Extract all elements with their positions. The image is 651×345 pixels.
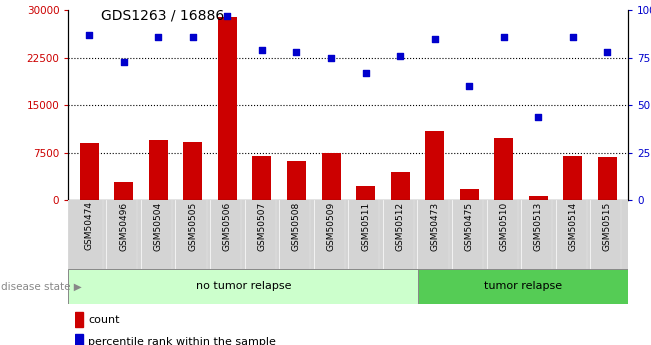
Text: GSM50514: GSM50514: [568, 201, 577, 250]
Text: GSM50475: GSM50475: [465, 201, 474, 250]
Point: [568, 34, 578, 40]
Point: [187, 34, 198, 40]
Bar: [460, 189, 478, 200]
Text: GSM50496: GSM50496: [119, 201, 128, 250]
Point: [430, 36, 440, 42]
Text: GSM50511: GSM50511: [361, 201, 370, 251]
Point: [395, 53, 406, 59]
Bar: [184, 142, 202, 200]
Text: count: count: [89, 315, 120, 325]
Point: [326, 55, 336, 61]
Bar: [148, 140, 168, 200]
Point: [361, 70, 371, 76]
Text: GSM50506: GSM50506: [223, 201, 232, 251]
Point: [291, 49, 301, 55]
Text: GSM50509: GSM50509: [327, 201, 335, 251]
Text: GSM50513: GSM50513: [534, 201, 543, 251]
Text: GSM50510: GSM50510: [499, 201, 508, 251]
Point: [533, 114, 544, 119]
Text: no tumor relapse: no tumor relapse: [195, 282, 291, 291]
Text: GSM50512: GSM50512: [396, 201, 405, 250]
Point: [84, 32, 94, 38]
Text: GDS1263 / 16886: GDS1263 / 16886: [101, 9, 224, 23]
Point: [256, 47, 267, 53]
Text: GSM50507: GSM50507: [257, 201, 266, 251]
Text: GSM50515: GSM50515: [603, 201, 612, 251]
Point: [222, 13, 232, 19]
Bar: [75, 312, 83, 327]
Text: disease state ▶: disease state ▶: [1, 282, 81, 291]
Text: GSM50505: GSM50505: [188, 201, 197, 251]
Point: [153, 34, 163, 40]
Point: [602, 49, 613, 55]
Text: percentile rank within the sample: percentile rank within the sample: [89, 337, 276, 345]
Point: [118, 59, 129, 64]
Text: GSM50508: GSM50508: [292, 201, 301, 251]
Bar: [68, 269, 419, 304]
Text: tumor relapse: tumor relapse: [484, 282, 562, 291]
Bar: [75, 334, 83, 345]
Point: [499, 34, 509, 40]
Bar: [391, 171, 409, 200]
Bar: [218, 17, 237, 200]
Bar: [419, 269, 628, 304]
Bar: [529, 196, 548, 200]
Bar: [356, 186, 375, 200]
Bar: [494, 138, 513, 200]
Point: [464, 83, 475, 89]
Text: GSM50504: GSM50504: [154, 201, 163, 250]
Bar: [253, 156, 271, 200]
Bar: [322, 152, 340, 200]
Bar: [287, 161, 306, 200]
Text: GSM50474: GSM50474: [85, 201, 94, 250]
Bar: [425, 130, 444, 200]
Bar: [114, 183, 133, 200]
Bar: [598, 157, 617, 200]
Bar: [563, 156, 583, 200]
Text: GSM50473: GSM50473: [430, 201, 439, 250]
Bar: [79, 143, 98, 200]
